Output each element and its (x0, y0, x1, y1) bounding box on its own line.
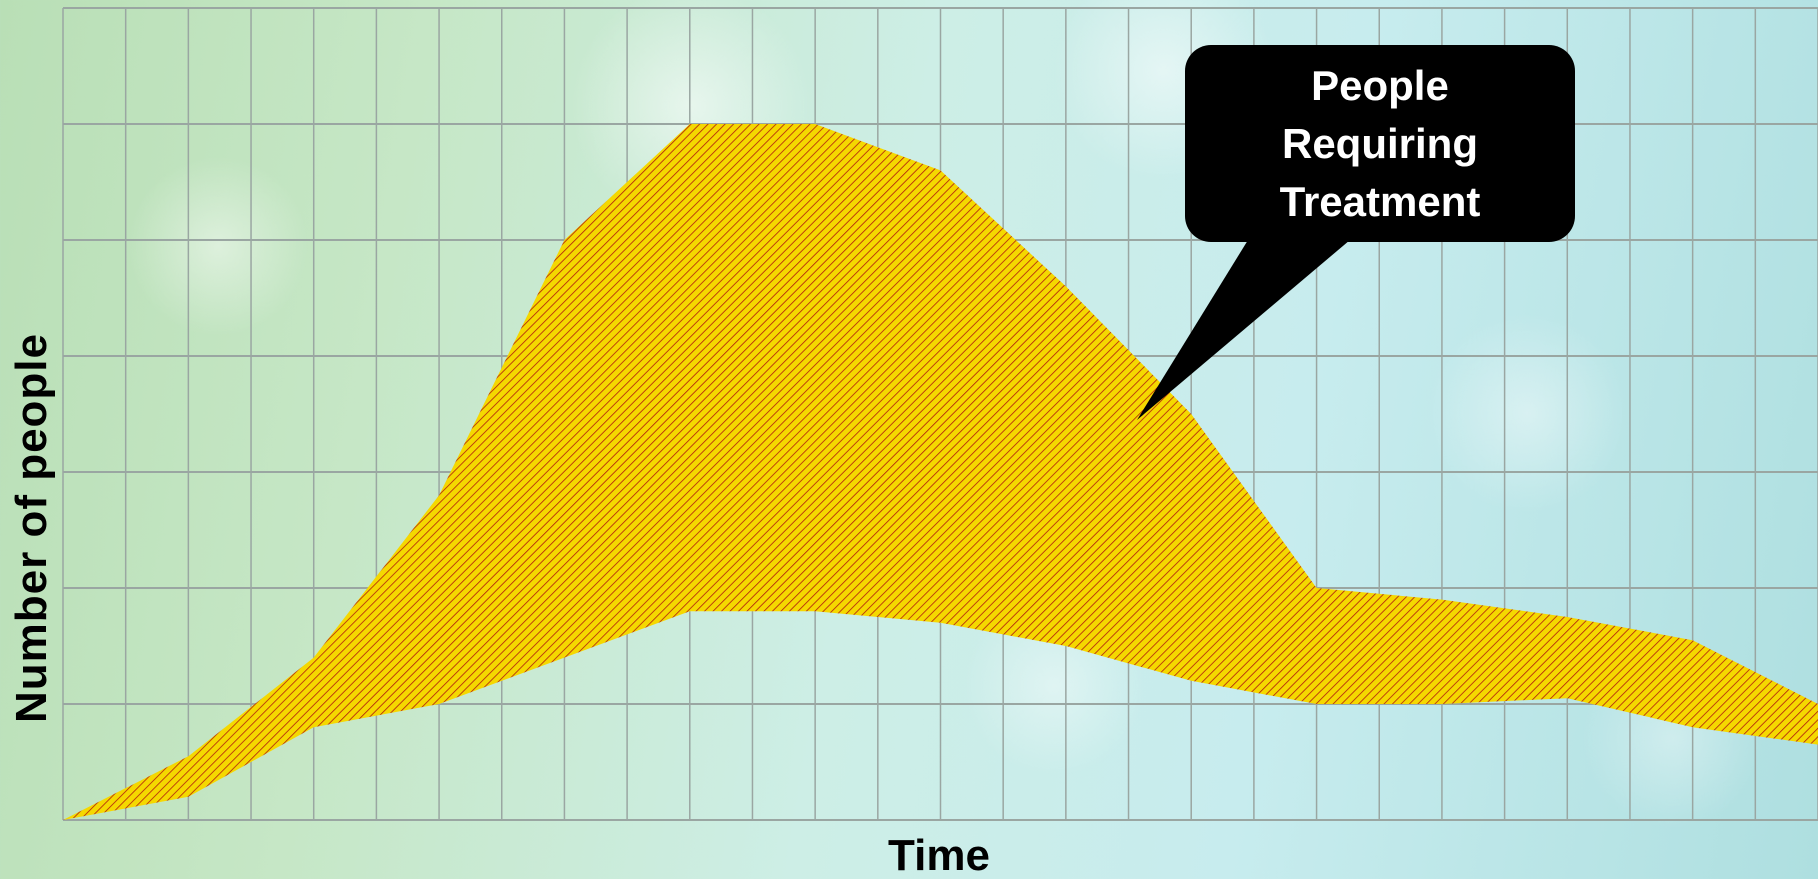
series-area-layer (63, 124, 1818, 820)
callout-box: People Requiring Treatment (1185, 45, 1575, 242)
callout-line-3: Treatment (1279, 177, 1481, 225)
callout-line-1: People (1311, 61, 1449, 109)
callout-text: People Requiring Treatment (1280, 57, 1481, 231)
callout-line-2: Requiring (1281, 119, 1478, 167)
callout-pointer (1137, 240, 1350, 420)
x-axis-label: Time (888, 831, 990, 879)
series-area-people-requiring-treatment (63, 124, 1818, 820)
y-axis-label: Number of people (7, 332, 56, 724)
